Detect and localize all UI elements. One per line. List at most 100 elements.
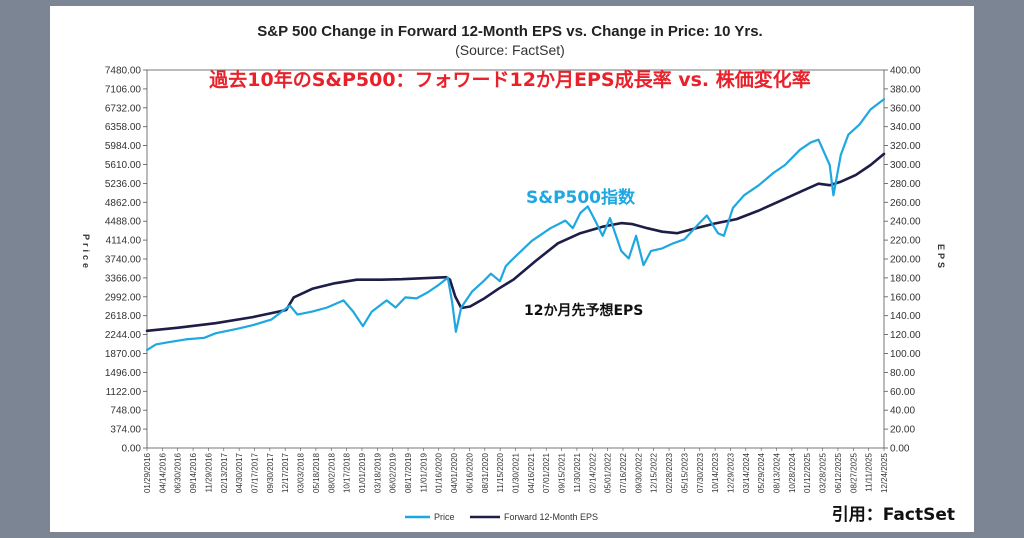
x-tick-label: 12/24/2025 [880, 452, 889, 493]
left-tick-label: 6732.00 [105, 103, 142, 114]
chart-svg: S&P 500 Change in Forward 12-Month EPS v… [81, 23, 955, 525]
x-tick-label: 12/15/2022 [650, 452, 659, 493]
left-tick-label: 1496.00 [105, 368, 142, 379]
right-tick-label: 120.00 [890, 330, 921, 341]
x-axis-ticks: 01/29/2016 04/14/2016 06/30/2016 09/14/2016… [143, 448, 889, 493]
x-tick-label: 03/18/2019 [373, 452, 382, 493]
x-tick-label: 10/28/2024 [788, 452, 797, 493]
x-tick-label: 06/16/2020 [465, 452, 474, 493]
x-tick-label: 07/30/2023 [696, 452, 705, 493]
x-tick-label: 01/30/2021 [512, 452, 521, 493]
eps-annotation: 12か月先予想EPS [524, 302, 643, 319]
x-tick-label: 08/13/2024 [773, 452, 782, 493]
x-tick-label: 12/29/2023 [726, 452, 735, 493]
right-tick-label: 80.00 [890, 368, 915, 379]
right-axis-label: EPS [936, 244, 946, 271]
right-tick-label: 100.00 [890, 349, 921, 360]
left-tick-label: 374.00 [110, 425, 141, 436]
left-tick-label: 1870.00 [105, 349, 142, 360]
right-tick-label: 140.00 [890, 311, 921, 322]
legend-eps-label: Forward 12-Month EPS [504, 512, 598, 522]
right-tick-label: 60.00 [890, 387, 915, 398]
left-tick-label: 2992.00 [105, 292, 142, 303]
x-tick-label: 05/01/2022 [604, 452, 613, 493]
x-tick-label: 09/30/2017 [266, 452, 275, 493]
x-tick-label: 03/28/2025 [819, 452, 828, 493]
left-tick-label: 4862.00 [105, 198, 142, 209]
x-tick-label: 11/30/2021 [573, 452, 582, 492]
right-tick-label: 260.00 [890, 198, 921, 209]
x-tick-label: 02/28/2023 [665, 452, 674, 493]
right-tick-label: 160.00 [890, 292, 921, 303]
left-tick-label: 5984.00 [105, 141, 142, 152]
chart-title: S&P 500 Change in Forward 12-Month EPS v… [257, 23, 762, 40]
x-tick-label: 03/14/2024 [742, 452, 751, 493]
x-tick-label: 04/16/2021 [527, 452, 536, 493]
left-tick-label: 748.00 [110, 406, 141, 417]
x-tick-label: 06/12/2025 [834, 452, 843, 493]
left-tick-label: 0.00 [122, 444, 142, 455]
x-tick-label: 02/13/2017 [220, 452, 229, 493]
x-tick-label: 06/02/2019 [389, 452, 398, 493]
left-tick-label: 4488.00 [105, 217, 142, 228]
legend-price-label: Price [434, 512, 455, 522]
overlay-title: 過去10年のS&P500：フォワード12か月EPS成長率 vs. 株価変化率 [209, 68, 810, 91]
x-tick-label: 09/14/2016 [189, 452, 198, 493]
plot-area [146, 69, 885, 449]
right-tick-label: 300.00 [890, 160, 921, 171]
left-tick-label: 3366.00 [105, 273, 142, 284]
x-tick-label: 04/14/2016 [158, 452, 167, 493]
left-axis-label-text: Price [81, 234, 91, 271]
left-tick-label: 4114.00 [106, 236, 142, 247]
x-tick-label: 02/14/2022 [588, 452, 597, 493]
x-tick-label: 04/30/2017 [235, 452, 244, 493]
right-tick-label: 400.00 [890, 66, 921, 77]
legend: Price Forward 12-Month EPS [405, 512, 598, 522]
x-tick-label: 06/30/2016 [174, 452, 183, 493]
credit-text: 引用：FactSet [832, 505, 955, 525]
right-tick-label: 320.00 [890, 141, 921, 152]
x-tick-label: 07/01/2021 [542, 452, 551, 493]
x-tick-label: 09/15/2021 [558, 452, 567, 493]
price-annotation: S&P500指数 [526, 187, 636, 208]
x-tick-label: 10/17/2018 [343, 452, 352, 493]
eps-series-line [145, 152, 886, 333]
x-tick-label: 11/11/2025 [865, 452, 874, 491]
right-tick-label: 40.00 [890, 406, 915, 417]
right-tick-label: 0.00 [890, 444, 910, 455]
right-tick-label: 240.00 [890, 217, 921, 228]
right-tick-label: 20.00 [890, 425, 915, 436]
x-tick-label: 07/17/2017 [250, 452, 259, 493]
left-tick-label: 2244.00 [105, 330, 142, 341]
left-tick-label: 3740.00 [105, 255, 142, 266]
x-tick-label: 01/16/2020 [435, 452, 444, 493]
x-tick-label: 08/27/2025 [849, 452, 858, 493]
right-tick-label: 280.00 [890, 179, 921, 190]
price-series-line [145, 98, 886, 352]
x-tick-label: 07/16/2022 [619, 452, 628, 493]
x-tick-label: 10/14/2023 [711, 452, 720, 493]
left-axis-ticks: 0.00 374.00 748.00 1122.00 1496.00 1870.00 224… [105, 66, 147, 455]
right-axis-label-text: EPS [936, 244, 946, 271]
left-tick-label: 5610.00 [105, 160, 142, 171]
left-tick-label: 7480.00 [105, 66, 142, 77]
left-axis-label: Price [81, 234, 91, 271]
x-tick-label: 01/29/2016 [143, 452, 152, 493]
x-tick-label: 11/29/2016 [204, 452, 213, 492]
right-tick-label: 220.00 [890, 236, 921, 247]
right-tick-label: 360.00 [890, 103, 921, 114]
x-tick-label: 01/01/2019 [358, 452, 367, 493]
x-tick-label: 05/29/2024 [757, 452, 766, 493]
x-tick-label: 05/15/2023 [680, 452, 689, 493]
x-tick-label: 11/15/2020 [496, 452, 505, 492]
right-tick-label: 200.00 [890, 255, 921, 266]
x-tick-label: 04/01/2020 [450, 452, 459, 493]
left-tick-label: 7106.00 [105, 84, 142, 95]
right-tick-label: 380.00 [890, 84, 921, 95]
left-tick-label: 5236.00 [105, 179, 142, 190]
chart-frame: S&P 500 Change in Forward 12-Month EPS v… [50, 6, 974, 532]
chart-source: (Source: FactSet) [455, 42, 565, 58]
x-tick-label: 05/18/2018 [312, 452, 321, 493]
x-tick-label: 09/30/2022 [634, 452, 643, 493]
x-tick-label: 08/17/2019 [404, 452, 413, 493]
